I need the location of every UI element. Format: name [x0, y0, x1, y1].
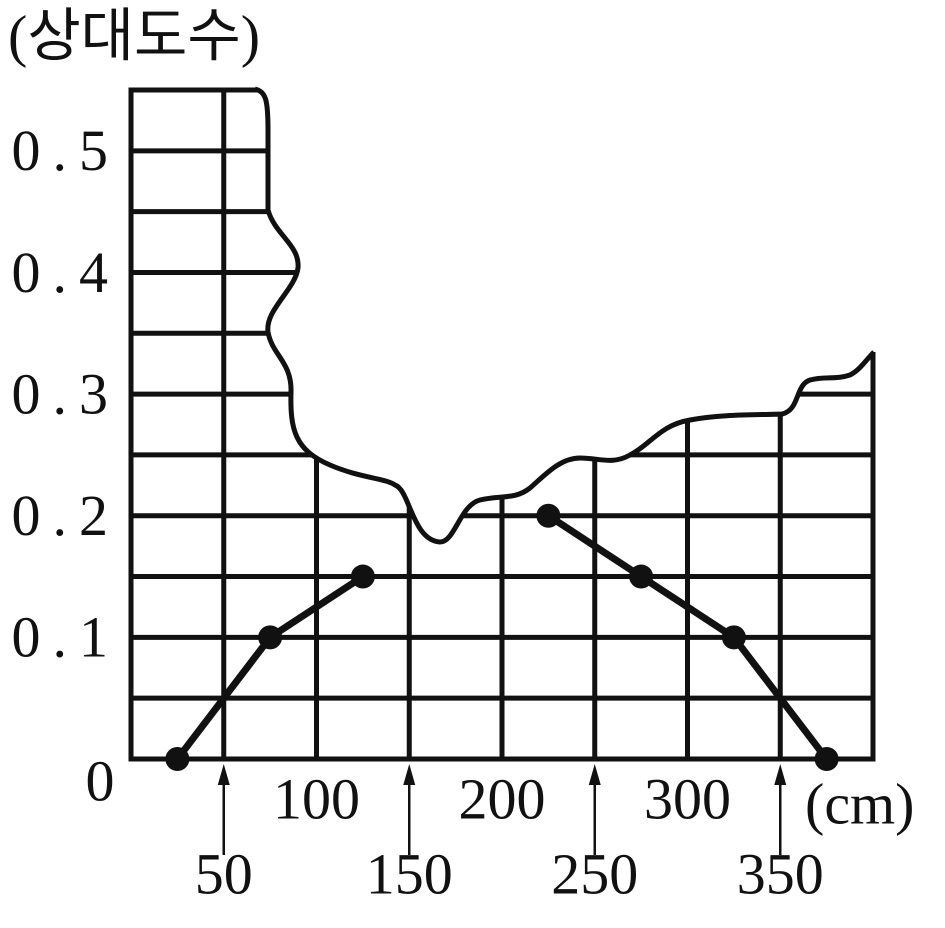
y-tick-label: 0.2	[12, 483, 121, 548]
tick-arrow-head	[217, 764, 230, 785]
x-tick-label: 50	[195, 841, 253, 906]
tick-arrow-head	[774, 764, 787, 785]
y-tick-label: 0.3	[12, 361, 121, 426]
data-point	[350, 564, 375, 589]
y-tick-label: 0.4	[12, 240, 121, 305]
x-tick-label: 200	[459, 766, 546, 831]
data-point	[165, 747, 190, 771]
data-point	[536, 503, 561, 528]
y-tick-label: 0	[86, 748, 115, 813]
tick-arrow-head	[403, 764, 416, 785]
x-tick-label: 150	[366, 841, 453, 906]
x-tick-label: 350	[737, 841, 824, 906]
marks	[165, 503, 839, 771]
y-tick-label: 0.1	[12, 605, 121, 670]
x-tick-label: 100	[273, 766, 360, 831]
x-tick-label: 300	[644, 766, 731, 831]
tick-arrow-head	[588, 764, 601, 785]
data-point	[258, 625, 283, 650]
torn-paper	[255, 86, 880, 542]
y-axis-label: (상대도수)	[8, 3, 260, 68]
data-point	[629, 564, 654, 589]
data-point	[721, 625, 746, 650]
polygon-line	[174, 573, 365, 762]
x-axis-label: (cm)	[805, 771, 915, 836]
polygon-line	[546, 512, 830, 762]
y-tick-label: 0.5	[12, 118, 121, 183]
data-point	[814, 747, 839, 771]
torn-edge	[254, 86, 876, 545]
x-tick-label: 250	[551, 841, 638, 906]
